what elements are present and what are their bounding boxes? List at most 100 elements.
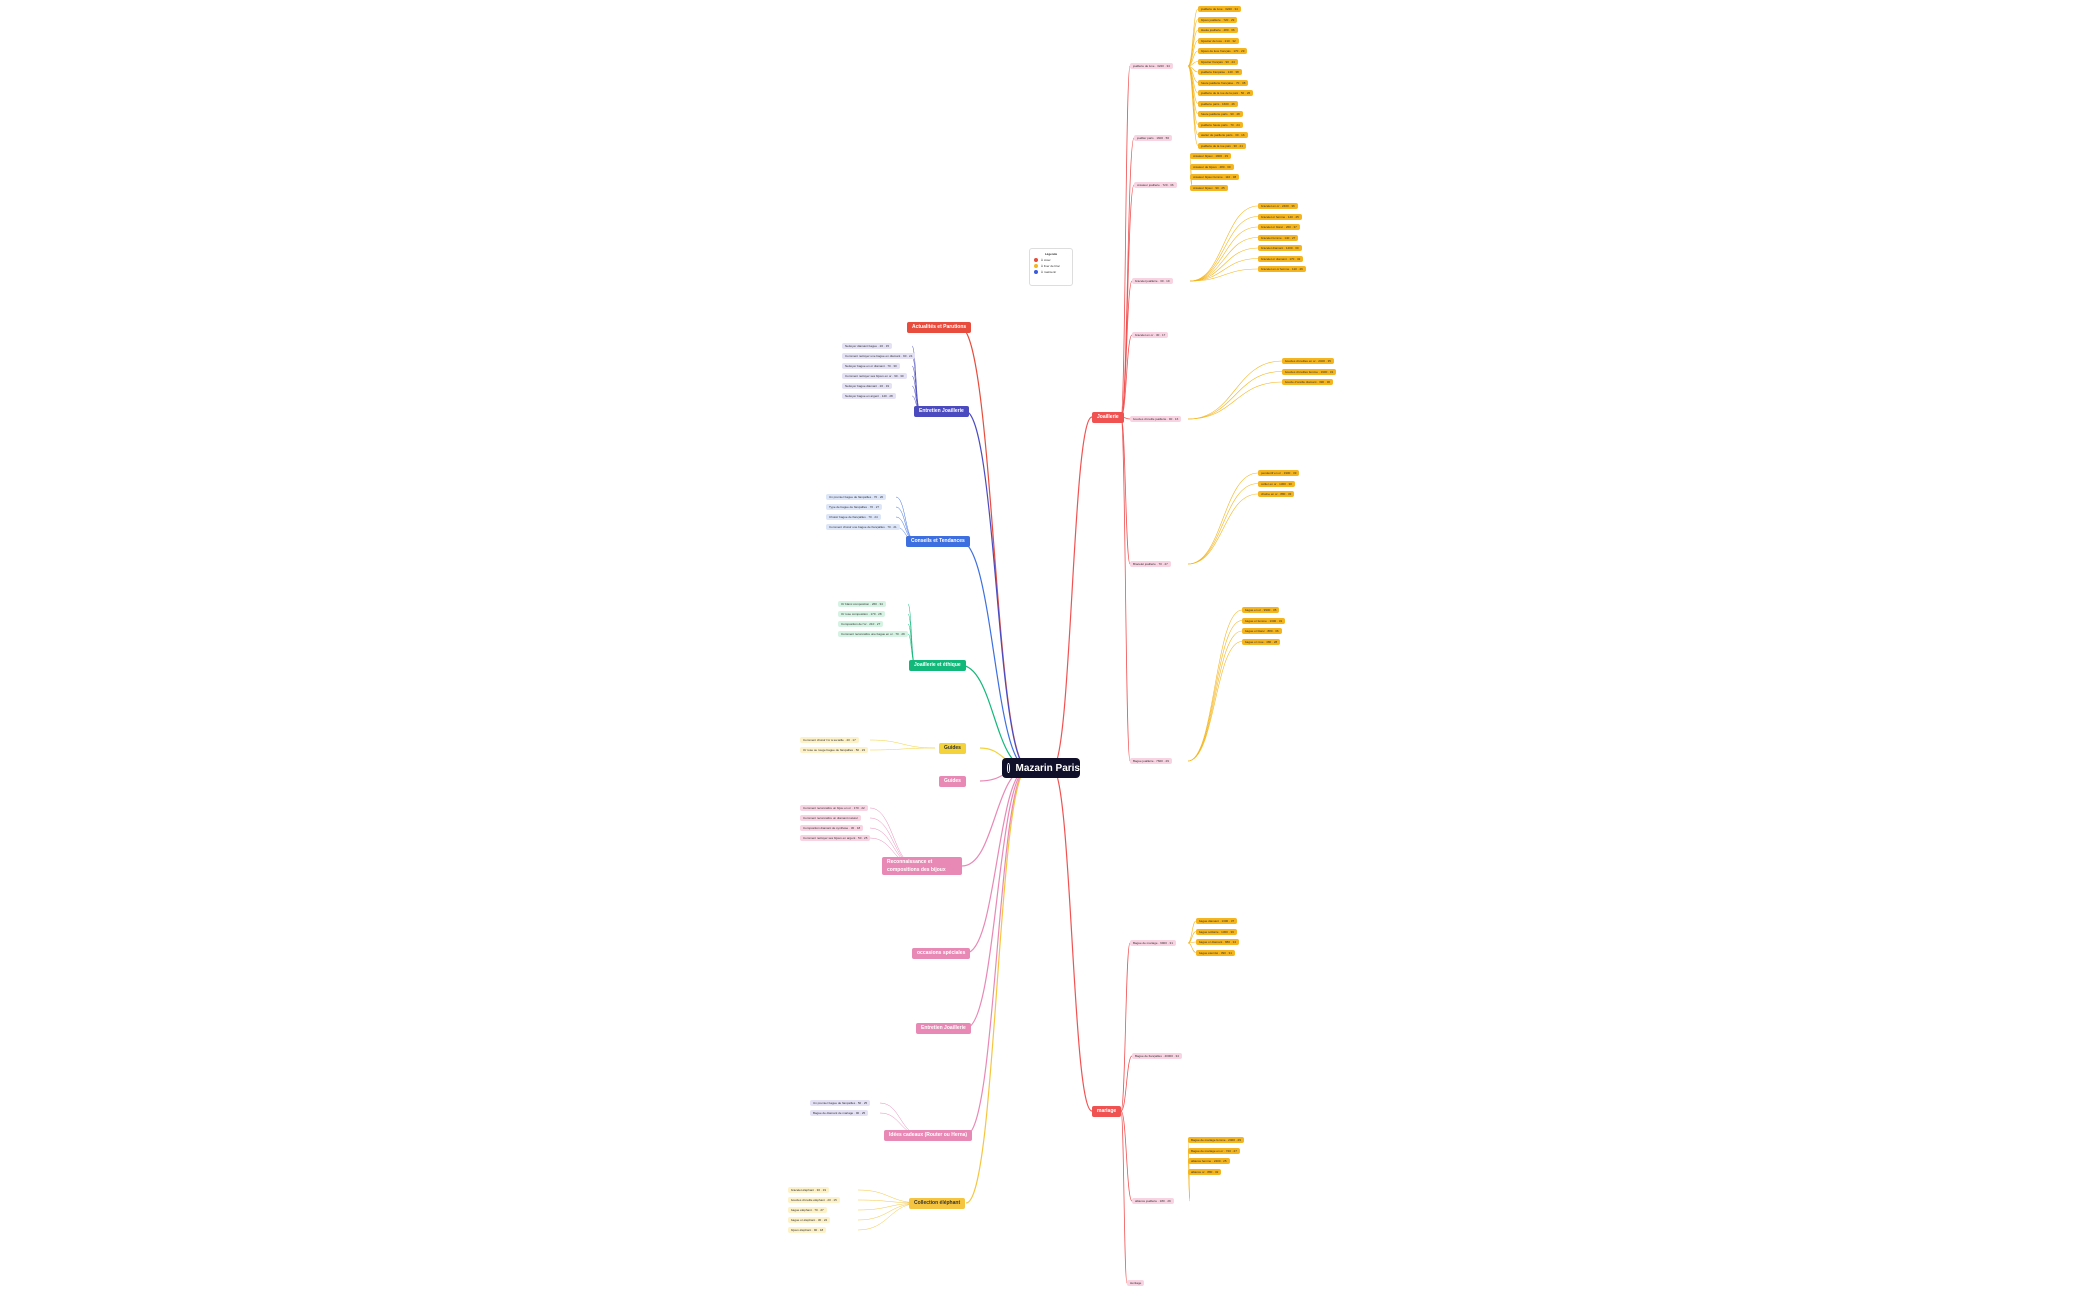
branch-node[interactable]: Entretien Joaillerie (914, 406, 969, 417)
keyword-node[interactable]: créateur bijoux · 90 · 25 (1190, 184, 1228, 191)
keyword-node[interactable]: Comment reconnaître une bague en or · 70… (838, 631, 908, 637)
keyword-node[interactable]: Bague de diamant de mariage · 90 · 25 (810, 1110, 869, 1116)
group-node[interactable]: joaillier paris · 1600 · 56 (1134, 135, 1173, 141)
keyword-node[interactable]: Comment reconnaître un diamant naturel (800, 815, 861, 821)
keyword-node[interactable]: joaillerie française · 140 · 38 (1198, 69, 1242, 75)
keyword-node[interactable]: bracelet or femme · 140 · 25 (1258, 213, 1302, 220)
keyword-node[interactable]: bague éléphant · 70 · 27 (788, 1207, 827, 1213)
keyword-node[interactable]: joaillerie paris · 1600 · 46 (1198, 100, 1238, 107)
keyword-node[interactable]: Nettoyer diamant bague · 20 · 15 (842, 343, 893, 349)
keyword-node[interactable]: joaillerie haute paris · 70 · 24 (1198, 121, 1243, 128)
keyword-node[interactable]: Comment reconnaître un bijou en or · 170… (800, 805, 868, 811)
keyword-node[interactable]: bijoux joaillerie · 720 · 29 (1198, 16, 1238, 23)
keyword-node[interactable]: Or rose ou rouge bague de fiançailles · … (800, 747, 869, 753)
keyword-node[interactable]: créateur bijoux · 1900 · 29 (1190, 153, 1232, 159)
keyword-node[interactable]: bague or diamant · 880 · 34 (1196, 939, 1240, 945)
branch-node[interactable]: Conseils et Tendances (906, 536, 970, 547)
keyword-node[interactable]: atelier de joaillerie paris · 30 · 16 (1198, 132, 1248, 138)
group-node[interactable]: Bague de fiançailles · 40000 · 34 (1132, 1053, 1182, 1059)
keyword-node[interactable]: Comment choisir une bague de fiançailles… (826, 524, 900, 530)
group-node[interactable]: bracelet en or · 30 · 17 (1132, 332, 1169, 338)
keyword-node[interactable]: créateur de bijoux · 480 · 30 (1190, 163, 1234, 170)
branch-node[interactable]: occasions spéciales (912, 948, 971, 959)
group-node[interactable]: Bracelet joaillerie · 70 · 27 (1130, 561, 1171, 567)
keyword-node[interactable]: bague éternité · 390 · 31 (1196, 949, 1235, 956)
keyword-node[interactable]: bijoutier français · 90 · 24 (1198, 58, 1238, 65)
group-node[interactable]: Bague joaillerie · 7600 · 29 (1130, 758, 1172, 764)
keyword-node[interactable]: Nettoyer bague en or diamant · 70 · 30 (842, 363, 900, 369)
keyword-node[interactable]: pendentif en or · 1900 · 33 (1258, 470, 1300, 476)
branch-node[interactable]: mariage (1092, 1106, 1122, 1117)
keyword-node[interactable]: bracelet or blanc · 260 · 37 (1258, 224, 1300, 230)
group-node[interactable]: bracelet joaillerie · 30 · 19 (1132, 278, 1173, 284)
keyword-node[interactable]: joaillerie de la rue paix · 30 · 21 (1198, 142, 1246, 149)
group-node[interactable]: joaillerie de luxe · 3220 · 34 (1130, 63, 1173, 69)
branch-node[interactable]: Reconnaissance et compositions des bijou… (882, 857, 962, 875)
keyword-node[interactable]: collier en or · 1300 · 30 (1258, 480, 1295, 487)
keyword-node[interactable]: Composition diamant de synthèse · 30 · 1… (800, 825, 864, 831)
keyword-node[interactable]: bracelet femme · 140 · 27 (1258, 234, 1299, 241)
branch-node[interactable]: Idées cadeaux (Router ou Herna) (884, 1130, 973, 1141)
keyword-node[interactable]: bague or rose · 480 · 28 (1242, 638, 1281, 645)
keyword-node[interactable]: bracelet en or · 2400 · 36 (1258, 203, 1298, 209)
keyword-node[interactable]: bague or éléphant · 30 · 22 (788, 1217, 831, 1223)
keyword-node[interactable]: bague or blanc · 880 · 36 (1242, 628, 1282, 634)
keyword-node[interactable]: Nettoyer bague diamant · 20 · 19 (842, 383, 893, 389)
keyword-node[interactable]: Un premier bague de fiançailles · 50 · 2… (810, 1100, 871, 1106)
keyword-node[interactable]: Haute joaillerie · 480 · 36 (1198, 27, 1238, 33)
branch-node[interactable]: Guides (939, 776, 966, 787)
keyword-node[interactable]: bracelet éléphant · 30 · 19 (788, 1187, 830, 1193)
keyword-node[interactable]: Or blanc composition · 260 · 34 (838, 601, 886, 607)
branch-node[interactable]: Entretien Joaillerie (916, 1023, 971, 1034)
keyword-node[interactable]: Or rose composition · 170 · 28 (838, 611, 885, 617)
keyword-node[interactable]: Choisir bague de fiançailles · 70 · 24 (826, 514, 881, 520)
keyword-node[interactable]: boucles d'oreilles en or · 2400 · 35 (1282, 358, 1334, 364)
keyword-node[interactable]: bague en or · 9900 · 35 (1242, 607, 1280, 613)
keyword-node[interactable]: Comment choisir l'or à sa taille · 40 · … (800, 737, 859, 743)
branch-node[interactable]: Actualités et Parutions (907, 322, 972, 333)
keyword-node[interactable]: Comment nettoyer une bague en diamant · … (842, 353, 916, 359)
keyword-node[interactable]: Un premier bague de fiançailles · 70 · 2… (826, 494, 887, 500)
keyword-node[interactable]: créateur bijoux femme · 110 · 38 (1190, 174, 1240, 180)
keyword-node[interactable]: bracelet or diamant · 170 · 32 (1258, 255, 1304, 262)
connector-line (965, 767, 1029, 954)
branch-node[interactable]: Guides (939, 743, 966, 754)
keyword-node[interactable]: Comment nettoyer ses bijoux en or · 90 ·… (842, 373, 907, 379)
keyword-node[interactable]: alliance femme · 2400 · 25 (1188, 1158, 1230, 1164)
keyword-node[interactable]: Type de bague de fiançailles · 70 · 27 (826, 504, 883, 510)
keyword-node[interactable]: haute joaillerie française · 70 · 38 (1198, 79, 1249, 86)
group-node[interactable]: boucles d'oreille joaillerie · 90 · 16 (1130, 416, 1182, 422)
keyword-node[interactable]: bijoux de luxe français · 170 · 29 (1198, 48, 1248, 54)
keyword-node[interactable]: boucles d'oreille éléphant · 20 · 15 (788, 1197, 840, 1203)
keyword-node[interactable]: Nettoyer bague en argent · 140 · 28 (842, 393, 896, 399)
keyword-node[interactable]: bijoux éléphant · 90 · 18 (788, 1227, 827, 1233)
keyword-node[interactable]: bijoutier de luxe · 210 · 32 (1198, 37, 1239, 44)
keyword-node[interactable]: bracelet en or femme · 110 · 26 (1258, 266, 1306, 272)
branch-node[interactable]: Joaillerie (1092, 412, 1124, 423)
keyword-node[interactable]: haute joaillerie paris · 90 · 48 (1198, 111, 1243, 117)
keyword-node[interactable]: alliance or · 880 · 32 (1188, 1168, 1222, 1175)
keyword-node[interactable]: joaillerie de la rue de la paix · 50 · 2… (1198, 90, 1254, 96)
keyword-node[interactable]: bague solitaire · 1300 · 36 (1196, 928, 1237, 935)
keyword-node[interactable]: boucle d'oreille diamant · 390 · 30 (1282, 379, 1334, 385)
keyword-node[interactable]: joaillerie de luxe · 3220 · 34 (1198, 6, 1241, 12)
keyword-node[interactable]: Bague de mariage en or · 720 · 27 (1188, 1147, 1240, 1154)
keyword-node[interactable]: Composition de l'or · 210 · 27 (838, 621, 884, 627)
keyword-node[interactable]: bracelet diamant · 1400 · 30 (1258, 245, 1302, 251)
keyword-node[interactable]: bague or femme · 1300 · 31 (1242, 617, 1286, 624)
keyword-node[interactable]: chaîne en or · 880 · 33 (1258, 491, 1295, 497)
branch-node[interactable]: Collection éléphant (909, 1198, 966, 1209)
keyword-node[interactable]: Comment nettoyer ses bijoux en argent · … (800, 835, 871, 841)
connector-line (1187, 931, 1197, 944)
branch-node[interactable]: Joaillerie et éthique (909, 660, 966, 671)
connector-line (1189, 216, 1259, 282)
group-node[interactable]: alliance joaillerie · 180 · 29 (1132, 1198, 1174, 1204)
group-node[interactable]: créateur joaillerie · 720 · 36 (1134, 182, 1177, 188)
keyword-node[interactable]: Bague de mariage femme · 2400 · 29 (1188, 1137, 1244, 1143)
keyword-node[interactable]: bague diamant · 1300 · 37 (1196, 918, 1238, 924)
root-node[interactable]: Mazarin Paris (1002, 758, 1080, 778)
keyword-node[interactable]: boucles d'oreilles femme · 1900 · 31 (1282, 368, 1337, 375)
group-node[interactable]: Héritage (1127, 1280, 1145, 1286)
connector-line (1189, 237, 1259, 282)
group-node[interactable]: Bague de mariage · 9900 · 31 (1130, 940, 1176, 946)
